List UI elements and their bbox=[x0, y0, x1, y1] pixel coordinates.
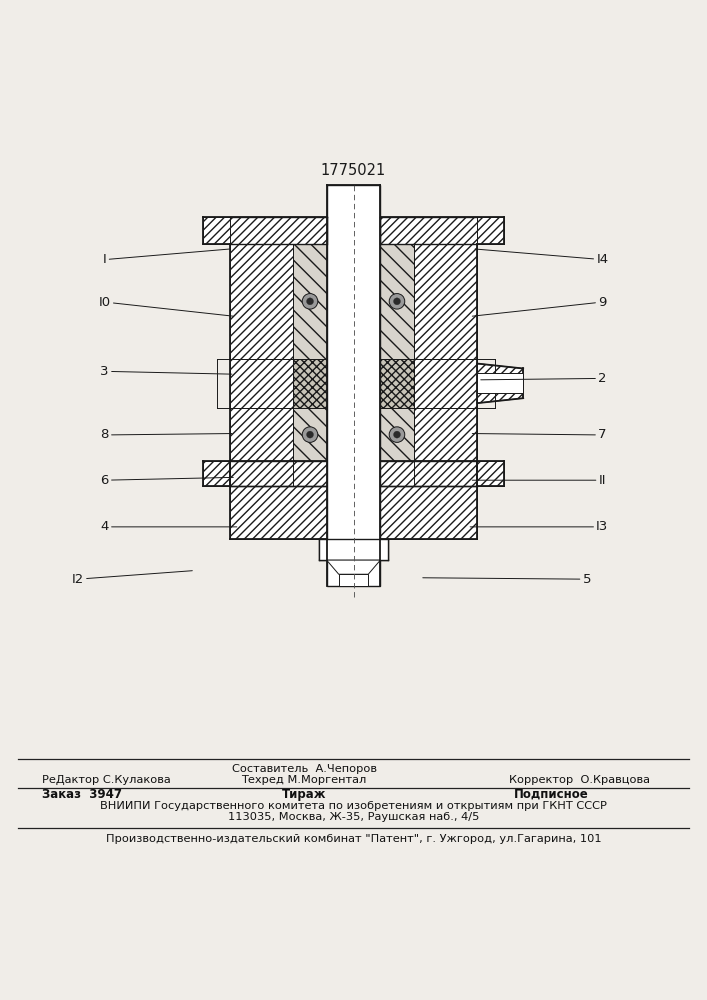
Text: Составитель  А.Чепоров: Составитель А.Чепоров bbox=[231, 764, 377, 774]
Text: 1775021: 1775021 bbox=[321, 163, 386, 178]
Text: Тираж: Тираж bbox=[282, 788, 326, 801]
Text: 3: 3 bbox=[100, 365, 232, 378]
Polygon shape bbox=[293, 359, 327, 408]
Polygon shape bbox=[319, 539, 388, 560]
Polygon shape bbox=[380, 486, 477, 539]
Polygon shape bbox=[477, 364, 523, 403]
Polygon shape bbox=[203, 217, 230, 244]
Text: 9: 9 bbox=[472, 296, 607, 316]
Polygon shape bbox=[293, 408, 327, 461]
Polygon shape bbox=[414, 359, 477, 408]
Circle shape bbox=[390, 427, 404, 442]
Polygon shape bbox=[380, 461, 477, 486]
Polygon shape bbox=[230, 217, 327, 244]
Circle shape bbox=[303, 294, 318, 309]
Text: I3: I3 bbox=[470, 520, 609, 533]
Polygon shape bbox=[230, 486, 327, 539]
Text: I: I bbox=[103, 249, 230, 266]
Circle shape bbox=[390, 294, 404, 309]
Text: Подписное: Подписное bbox=[514, 788, 589, 801]
Text: 7: 7 bbox=[472, 428, 607, 441]
Circle shape bbox=[307, 431, 313, 438]
Text: 113035, Москва, Ж-35, Раушская наб., 4/5: 113035, Москва, Ж-35, Раушская наб., 4/5 bbox=[228, 812, 479, 822]
Text: Производственно-издательский комбинат "Патент", г. Ужгород, ул.Гагарина, 101: Производственно-издательский комбинат "П… bbox=[105, 834, 602, 844]
Text: I0: I0 bbox=[98, 296, 233, 316]
Polygon shape bbox=[477, 373, 523, 393]
Text: I2: I2 bbox=[71, 571, 192, 586]
Polygon shape bbox=[380, 244, 414, 359]
Circle shape bbox=[394, 298, 400, 305]
Polygon shape bbox=[293, 244, 327, 359]
Bar bbox=[327, 185, 380, 586]
Polygon shape bbox=[380, 408, 414, 461]
Polygon shape bbox=[380, 359, 414, 408]
Polygon shape bbox=[230, 244, 327, 461]
Text: Техред М.Моргентал: Техред М.Моргентал bbox=[241, 775, 367, 785]
Circle shape bbox=[307, 298, 313, 305]
Text: 8: 8 bbox=[100, 428, 232, 441]
Polygon shape bbox=[380, 244, 477, 461]
Text: Заказ  3947: Заказ 3947 bbox=[42, 788, 122, 801]
Polygon shape bbox=[203, 461, 230, 486]
Polygon shape bbox=[380, 217, 477, 244]
Text: ВНИИПИ Государственного комитета по изобретениям и открытиям при ГКНТ СССР: ВНИИПИ Государственного комитета по изоб… bbox=[100, 801, 607, 811]
Text: II: II bbox=[472, 474, 606, 487]
Text: 5: 5 bbox=[423, 573, 591, 586]
Polygon shape bbox=[230, 461, 327, 486]
Text: 4: 4 bbox=[100, 520, 237, 533]
Text: 6: 6 bbox=[100, 474, 233, 487]
Polygon shape bbox=[477, 461, 504, 486]
Circle shape bbox=[394, 431, 400, 438]
Circle shape bbox=[303, 427, 318, 442]
Text: РеДактор С.Кулакова: РеДактор С.Кулакова bbox=[42, 775, 171, 785]
Text: 2: 2 bbox=[481, 372, 607, 385]
Polygon shape bbox=[327, 560, 380, 574]
Polygon shape bbox=[339, 574, 368, 586]
Polygon shape bbox=[230, 359, 293, 408]
Text: I4: I4 bbox=[475, 249, 609, 266]
Bar bbox=[196, 182, 511, 590]
Text: Корректор  О.Кравцова: Корректор О.Кравцова bbox=[509, 775, 650, 785]
Polygon shape bbox=[477, 217, 504, 244]
